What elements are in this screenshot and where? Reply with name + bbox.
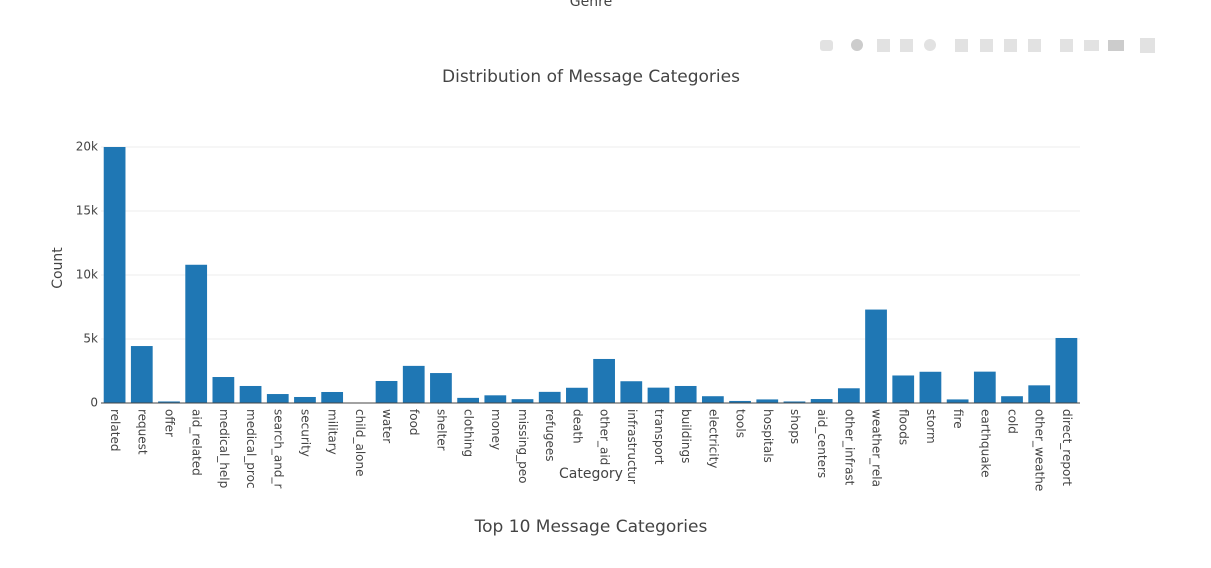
x-tick-label: earthquake	[978, 409, 992, 477]
camera-icon[interactable]	[820, 40, 833, 51]
hover-closest-icon[interactable]	[1084, 40, 1099, 51]
x-tick-label: storm	[924, 409, 938, 444]
bar	[865, 309, 887, 403]
x-tick-label: infrastructur	[625, 409, 639, 484]
x-tick-label: request	[135, 409, 149, 455]
select-icon[interactable]	[900, 39, 913, 52]
x-tick-label: child_alone	[353, 409, 367, 477]
bar	[674, 385, 697, 403]
bar	[973, 371, 996, 403]
spike-icon[interactable]	[1060, 39, 1073, 52]
lasso-icon[interactable]	[924, 39, 936, 51]
x-tick-label: shops	[788, 409, 802, 444]
x-tick-label: military	[326, 409, 340, 455]
x-tick-label: food	[407, 409, 421, 436]
x-tick-label: direct_report	[1060, 409, 1074, 486]
autoscale-icon[interactable]	[1004, 39, 1017, 52]
bar	[647, 387, 670, 403]
x-tick-label: missing_peo	[516, 409, 530, 483]
bar	[837, 388, 860, 403]
x-tick-label: death	[570, 409, 584, 444]
x-tick-label: search_and_r	[271, 409, 285, 488]
bar	[919, 371, 942, 403]
y-tick-label: 20k	[76, 140, 98, 154]
x-tick-label: money	[489, 409, 503, 450]
x-tick-label: other_infrast	[842, 409, 856, 486]
chart-title: Distribution of Message Categories	[442, 67, 740, 87]
bar	[756, 399, 779, 403]
bar	[783, 401, 806, 403]
hover-compare-icon[interactable]	[1108, 40, 1124, 51]
zoom-in-icon[interactable]	[955, 39, 968, 52]
bar	[239, 385, 262, 403]
x-tick-label: electricity	[706, 409, 720, 468]
bar	[375, 380, 398, 403]
x-tick-label: medical_proc	[244, 409, 258, 489]
bar	[1055, 337, 1078, 403]
bar	[1001, 396, 1023, 403]
x-tick-label: clothing	[462, 409, 476, 457]
plotly-logo[interactable]	[1140, 38, 1155, 53]
bar	[457, 397, 480, 403]
prev-axis-title: Genre	[570, 0, 612, 10]
x-tick-label: weather_rela	[870, 409, 884, 487]
modebar[interactable]	[820, 38, 1155, 53]
next-chart-title: Top 10 Message Categories	[474, 517, 708, 537]
x-tick-label: other_aid	[598, 409, 612, 465]
y-tick-label: 0	[90, 396, 98, 410]
x-tick-label: fire	[951, 409, 965, 429]
bar	[402, 365, 425, 403]
zoom-out-icon[interactable]	[980, 39, 993, 52]
x-tick-label: other_weathe	[1033, 409, 1047, 491]
x-tick-label: tools	[734, 409, 748, 438]
bar	[538, 391, 561, 403]
x-tick-label: transport	[652, 409, 666, 465]
y-tick-label: 15k	[76, 204, 98, 218]
bar	[892, 375, 915, 403]
x-tick-label: water	[380, 409, 394, 443]
bar	[729, 400, 751, 403]
x-tick-label: related	[108, 409, 122, 451]
bar	[1028, 385, 1051, 403]
bar	[266, 394, 289, 403]
bar	[620, 381, 643, 403]
bar	[321, 391, 344, 403]
x-tick-label: aid_centers	[815, 409, 829, 478]
bar	[430, 373, 452, 403]
bar	[294, 396, 316, 403]
x-tick-label: medical_help	[217, 409, 231, 488]
bar	[158, 401, 180, 403]
bar	[566, 387, 588, 403]
x-tick-label: shelter	[434, 409, 448, 451]
bar	[103, 147, 126, 403]
x-axis-title: Category	[559, 466, 623, 482]
bar	[511, 399, 534, 403]
reset-icon[interactable]	[1028, 39, 1041, 52]
bar	[212, 377, 235, 403]
bar	[484, 395, 507, 403]
bar	[593, 358, 615, 403]
x-tick-label: refugees	[543, 409, 557, 462]
x-tick-label: floods	[897, 409, 911, 445]
y-tick-label: 5k	[83, 332, 98, 346]
x-tick-label: cold	[1006, 409, 1020, 434]
x-tick-label: offer	[162, 409, 176, 437]
x-tick-label: hospitals	[761, 409, 775, 463]
pan-icon[interactable]	[877, 39, 890, 52]
bar	[701, 396, 724, 403]
bar	[185, 264, 208, 403]
x-tick-label: security	[298, 409, 312, 457]
y-axis-title: Count	[50, 247, 66, 289]
y-tick-label: 10k	[76, 268, 98, 282]
bar	[130, 346, 153, 403]
zoom-icon[interactable]	[851, 39, 863, 51]
bar	[946, 399, 969, 403]
x-tick-label: aid_related	[190, 409, 204, 476]
x-tick-label: buildings	[679, 409, 693, 463]
bar	[810, 399, 833, 403]
